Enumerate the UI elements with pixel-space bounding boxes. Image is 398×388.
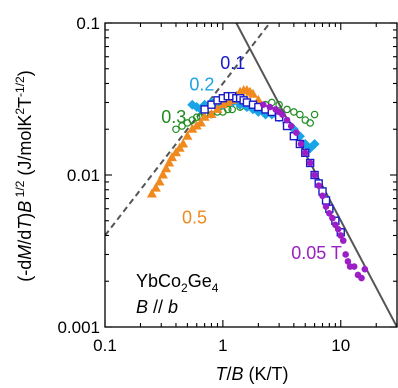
data-point (310, 110, 319, 119)
y-axis-title: (-dM/dT)B 1/2 (J/molK2T-1/2) (13, 70, 35, 281)
series-label: 0.3 (161, 107, 186, 127)
data-point (287, 122, 295, 130)
data-point (223, 105, 232, 114)
data-point (306, 159, 314, 167)
y-axis-title-i2: T (15, 217, 35, 230)
data-point (178, 138, 189, 148)
data-point (247, 88, 258, 98)
data-point (212, 103, 223, 113)
series-label: 0.05 T (291, 243, 342, 263)
data-point (315, 182, 323, 190)
y-tick-label: 0.01 (67, 166, 100, 185)
y-axis-title-p3: ) (15, 213, 35, 219)
data-point (259, 101, 267, 109)
y-axis-title-p1: (-d (15, 260, 35, 282)
data-point (199, 111, 210, 121)
data-point (146, 188, 157, 198)
sample-label-sub2: 4 (212, 281, 219, 295)
data-point (283, 105, 291, 114)
data-point (309, 138, 320, 149)
field-label-i1: B (136, 297, 148, 317)
x-tick-label: 0.1 (93, 336, 117, 355)
series-0-1 (200, 91, 345, 237)
data-point (319, 192, 326, 200)
x-axis-title-italic-2: B (232, 364, 244, 384)
y-axis-title-p5: T (15, 97, 35, 108)
series-label: 0.2 (189, 74, 214, 94)
data-point (334, 225, 342, 233)
data-point (350, 263, 358, 270)
data-point (187, 123, 198, 133)
y-axis-title-i1: M (15, 245, 35, 260)
data-point (161, 163, 172, 173)
data-point (154, 176, 165, 186)
y-axis-title-sup1: 1/2 (13, 180, 27, 200)
data-point (283, 116, 291, 124)
series-label: 0.5 (182, 207, 207, 227)
data-point (296, 110, 304, 119)
series-0-5 (146, 84, 264, 198)
y-tick-label: 0.001 (57, 318, 100, 337)
data-point (170, 147, 181, 157)
data-point (297, 140, 305, 148)
x-axis-title-unit: (K/T) (244, 364, 289, 384)
data-point (311, 171, 318, 179)
data-point (306, 119, 314, 127)
data-point (150, 182, 161, 192)
x-tick-label: 10 (331, 336, 350, 355)
x-axis-title-slash: / (226, 364, 231, 384)
sample-label: YbCo2Ge4 (136, 271, 219, 295)
data-point (266, 103, 274, 111)
data-point (326, 209, 333, 217)
y-axis-title-sup3: -1/2 (13, 76, 27, 97)
data-point (157, 169, 168, 179)
y-tick-label: 0.1 (76, 14, 100, 33)
data-point (293, 129, 300, 136)
data-point (279, 111, 286, 118)
data-point (192, 113, 201, 122)
data-point (290, 108, 298, 116)
data-point (195, 117, 206, 127)
y-axis-title-sup2: 2 (13, 108, 27, 115)
data-point (200, 105, 209, 114)
plot-area (104, 22, 398, 328)
data-point (344, 258, 352, 265)
data-point (166, 152, 177, 162)
sample-label-main: YbCo (136, 271, 181, 291)
y-axis-title-p2: /d (15, 230, 35, 245)
field-label-i2: b (168, 297, 178, 317)
data-point (322, 203, 330, 210)
data-point (342, 251, 349, 258)
data-point (339, 237, 347, 244)
data-point (337, 232, 345, 239)
series-label: 0.1 (220, 53, 245, 73)
series-0-05-T (259, 101, 369, 282)
data-point (172, 125, 180, 134)
data-point (207, 100, 216, 109)
data-point (329, 214, 336, 222)
data-point (361, 265, 369, 273)
x-axis-title: T/B (K/T) (215, 364, 288, 384)
data-point (358, 274, 365, 282)
y-axis-title-p4: (J/molK (15, 115, 35, 181)
sample-label-mid: Ge (188, 271, 212, 291)
data-point (275, 100, 283, 109)
x-tick-label: 1 (218, 336, 227, 355)
data-point (206, 109, 217, 119)
data-point (164, 157, 175, 167)
x-axis-title-italic-1: T (215, 364, 228, 384)
data-point (301, 149, 309, 157)
field-label: B // b (136, 297, 178, 317)
field-label-mid: // (148, 297, 168, 317)
y-axis-title-p6: ) (15, 70, 35, 76)
data-point (182, 130, 193, 140)
y-axis-title-i3: B (15, 201, 35, 213)
sample-label-sub1: 2 (181, 281, 188, 295)
